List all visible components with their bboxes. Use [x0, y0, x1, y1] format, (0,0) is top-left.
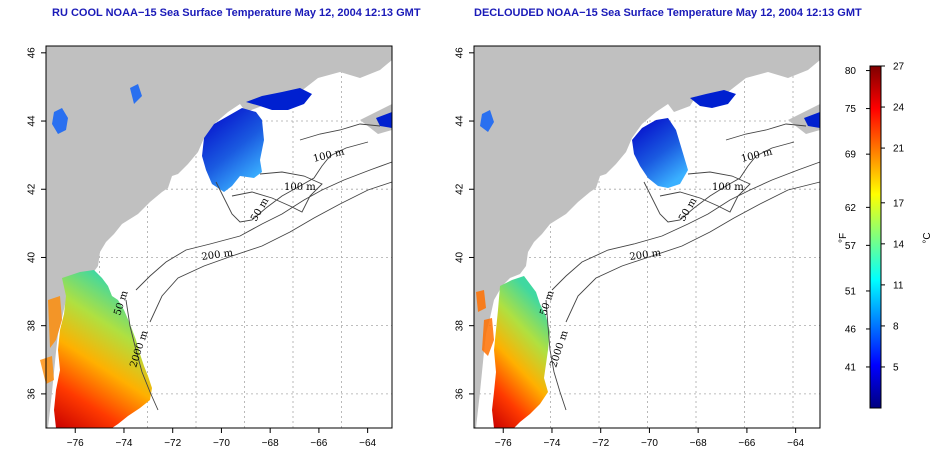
colorbar-celsius-tick-label: 27 [893, 62, 905, 73]
colorbar-celsius-label: °C [922, 232, 933, 243]
right-ytick-label: 42 [455, 183, 466, 195]
right-contour-label-200m: 200 m [629, 248, 662, 263]
left-ytick-label: 46 [27, 47, 38, 59]
right-sst-cold-west [480, 110, 494, 132]
right-xtick-label: −74 [543, 438, 560, 449]
colorbar-fahrenheit-tick-label: 51 [845, 286, 857, 297]
right-xtick-label: −68 [690, 438, 707, 449]
left-xtick-label: −70 [213, 438, 230, 449]
left-land-mass [46, 46, 392, 428]
right-sst-warm-region [492, 276, 550, 428]
left-panel-title: RU COOL NOAA−15 Sea Surface Temperature … [52, 7, 421, 19]
left-sst-cold-north [246, 88, 392, 128]
left-depth-contours [125, 123, 393, 411]
left-xtick-label: −72 [164, 438, 181, 449]
colorbar-celsius-tick-label: 5 [893, 362, 899, 373]
colorbar-fahrenheit-tick-label: 75 [845, 104, 857, 115]
colorbar-celsius-tick-label: 11 [893, 280, 904, 291]
right-ytick-label: 44 [455, 115, 466, 127]
left-sst-warm-region [54, 270, 152, 428]
left-xtick-label: −74 [115, 438, 132, 449]
right-sst-cold-region [632, 118, 688, 188]
colorbar-celsius-tick-label: 14 [893, 239, 905, 250]
colorbar-gradient [869, 65, 882, 409]
right-xtick-label: −66 [738, 438, 755, 449]
right-map-panel: 100 m 100 m 50 m 200 m 50 m 2000 m −76 −7… [455, 45, 821, 449]
right-plot-frame [473, 45, 821, 429]
right-depth-contours [545, 123, 821, 411]
colorbar-fahrenheit-tick-label: 62 [845, 203, 857, 214]
left-sst-cold-west [52, 84, 142, 134]
left-xtick-label: −76 [67, 438, 84, 449]
right-xtick-label: −76 [495, 438, 512, 449]
colorbar-fahrenheit-tick-label: 80 [845, 66, 857, 77]
colorbar-fahrenheit-tick-label: 57 [845, 241, 857, 252]
right-xtick-label: −72 [592, 438, 609, 449]
right-panel-title: DECLOUDED NOAA−15 Sea Surface Temperatur… [474, 7, 862, 19]
right-ytick-label: 40 [455, 251, 466, 263]
colorbar-fahrenheit-tick-label: 46 [845, 324, 857, 335]
right-ytick-label: 36 [455, 388, 466, 400]
colorbar-celsius-tick-label: 17 [893, 198, 905, 209]
left-xtick-label: −68 [262, 438, 279, 449]
right-xtick-label: −64 [787, 438, 804, 449]
left-plot-frame [45, 45, 393, 429]
left-map-panel: 100 m 100 m 50 m 200 m 50 m 2000 m −76 −7… [27, 45, 393, 449]
right-sst-warm-fringe [476, 290, 494, 356]
temperature-colorbar: 80 75 69 62 57 51 46 41 27 24 21 17 14 11 8 5 °F °C [838, 62, 933, 409]
right-land-mass [474, 46, 820, 428]
left-sst-cold-region [202, 108, 264, 192]
right-xtick-label: −70 [641, 438, 658, 449]
left-xtick-label: −64 [359, 438, 376, 449]
colorbar-fahrenheit-tick-label: 69 [845, 150, 857, 161]
left-ytick-label: 38 [27, 320, 38, 332]
left-contour-label-100m-east: 100 m [284, 182, 316, 193]
left-ytick-label: 36 [27, 388, 38, 400]
left-contour-label-200m: 200 m [201, 248, 234, 263]
right-ytick-label: 38 [455, 320, 466, 332]
left-ytick-label: 42 [27, 183, 38, 195]
right-ytick-label: 46 [455, 47, 466, 59]
colorbar-fahrenheit-label: °F [838, 233, 849, 243]
colorbar-celsius-tick-label: 8 [893, 321, 899, 332]
right-sst-cold-north [690, 90, 820, 128]
left-xtick-label: −66 [310, 438, 327, 449]
colorbar-celsius-tick-label: 21 [893, 144, 905, 155]
colorbar-celsius-tick-label: 24 [893, 103, 905, 114]
right-contour-label-100m-east: 100 m [712, 182, 744, 193]
colorbar-fahrenheit-tick-label: 41 [845, 362, 857, 373]
left-ytick-label: 44 [27, 115, 38, 127]
left-ytick-label: 40 [27, 251, 38, 263]
